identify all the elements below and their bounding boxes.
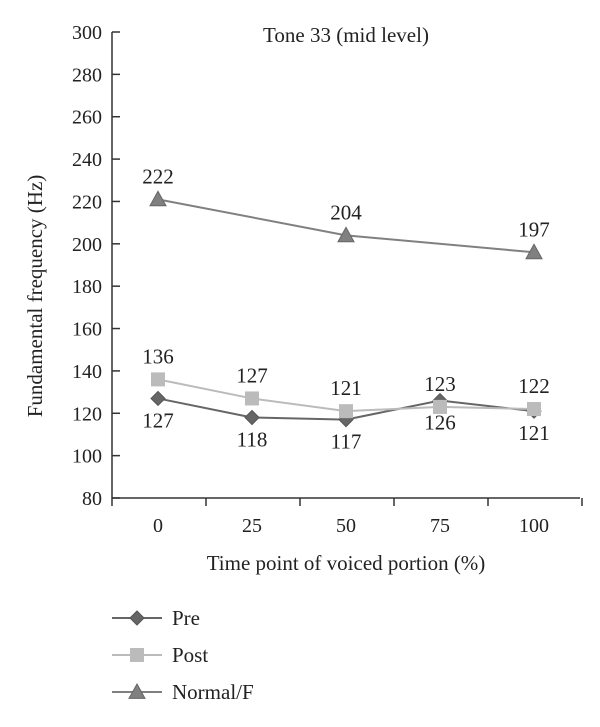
data-label: 122 (518, 374, 550, 398)
x-tick-label: 75 (430, 515, 450, 537)
data-label: 121 (330, 376, 362, 400)
data-label: 127 (236, 363, 268, 387)
y-tick-label: 180 (72, 276, 102, 298)
data-label: 197 (518, 217, 550, 241)
legend-marker (128, 682, 146, 699)
data-label: 127 (142, 408, 174, 432)
data-label: 118 (237, 428, 268, 452)
legend-marker (130, 648, 144, 662)
y-tick-label: 160 (72, 319, 102, 341)
axes: 80 100 120 140 160 180 200 220 240 260 280 300 0 25 50… (72, 22, 583, 537)
x-axis-title: Time point of voiced portion (%) (207, 551, 486, 575)
data-label: 123 (424, 372, 456, 396)
series-markers (149, 190, 543, 428)
data-label: 204 (330, 200, 362, 224)
data-point (527, 402, 541, 417)
x-tick-label: 25 (242, 515, 262, 537)
x-tick-label: 0 (153, 515, 163, 537)
y-tick-label: 80 (82, 488, 102, 510)
data-labels: 127 118 117 126 121 136 127 121 123 122 222 204 197 (142, 164, 550, 453)
chart-title: Tone 33 (mid level) (263, 23, 429, 47)
y-tick-label: 120 (72, 403, 102, 425)
legend-label: Post (172, 643, 208, 667)
data-point (149, 190, 167, 207)
data-label: 222 (142, 164, 174, 188)
legend: Pre Post Normal/F (112, 606, 254, 704)
data-point (150, 390, 166, 407)
legend-label: Normal/F (172, 680, 254, 704)
x-tick-label: 100 (519, 515, 549, 537)
x-tick-label: 50 (336, 515, 356, 537)
y-tick-label: 280 (72, 64, 102, 86)
data-point (244, 409, 260, 426)
y-tick-label: 100 (72, 446, 102, 468)
y-axis-title: Fundamental frequency (Hz) (23, 175, 47, 418)
legend-marker (129, 610, 145, 626)
data-label: 136 (142, 344, 174, 368)
data-point (151, 372, 165, 387)
y-tick-label: 140 (72, 361, 102, 383)
data-point (433, 399, 447, 414)
y-tick-label: 240 (72, 149, 102, 171)
y-tick-label: 260 (72, 107, 102, 129)
data-label: 117 (331, 430, 362, 454)
y-tick-label: 200 (72, 234, 102, 256)
data-point (525, 243, 543, 260)
y-tick-label: 300 (72, 22, 102, 44)
y-tick-label: 220 (72, 191, 102, 213)
data-point (337, 226, 355, 243)
legend-label: Pre (172, 606, 200, 630)
data-point (245, 391, 259, 406)
data-label: 121 (518, 421, 550, 445)
data-label: 126 (424, 411, 456, 435)
data-point (339, 404, 353, 419)
